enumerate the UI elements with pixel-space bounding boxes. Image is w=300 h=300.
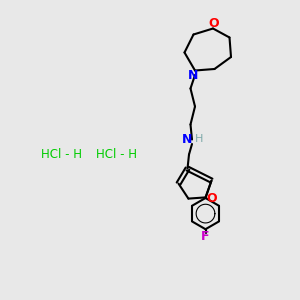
Text: N: N [182, 133, 193, 146]
Text: O: O [208, 16, 219, 30]
Text: HCl - H: HCl - H [41, 148, 82, 161]
Text: O: O [207, 192, 218, 205]
Text: N: N [188, 69, 199, 82]
Text: HCl - H: HCl - H [97, 148, 137, 161]
Text: F: F [201, 230, 210, 243]
Text: H: H [194, 134, 203, 145]
